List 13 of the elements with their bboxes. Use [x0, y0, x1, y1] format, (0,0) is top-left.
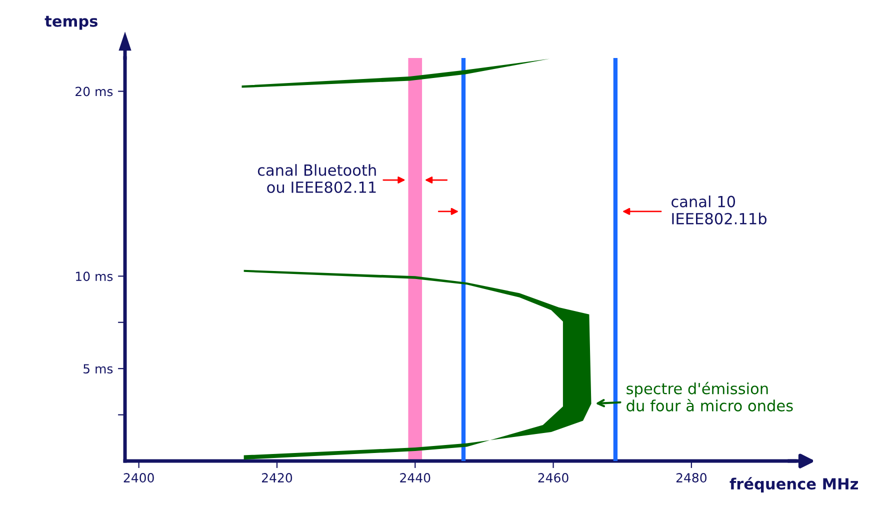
x-tick-label: 2480: [676, 473, 707, 482]
band-label: canal Bluetooth ou IEEE802.11: [258, 164, 376, 194]
ref-line-label: canal 10 IEEE802.11b: [672, 196, 766, 224]
x-axis-title: fréquence MHz: [730, 477, 858, 493]
x-tick-label: 2420: [262, 473, 292, 482]
y-tick-label: 20 ms: [76, 86, 113, 96]
x-tick-label: 2400: [124, 473, 154, 482]
y-axis-title: temps: [44, 16, 98, 30]
annotation: spectre d'émission du four à micro ondes: [626, 382, 793, 412]
x-tick-label: 2440: [400, 473, 430, 482]
y-tick-label: 5 ms: [84, 364, 113, 374]
y-tick-label: 10 ms: [76, 272, 113, 282]
x-tick-label: 2460: [538, 473, 568, 482]
